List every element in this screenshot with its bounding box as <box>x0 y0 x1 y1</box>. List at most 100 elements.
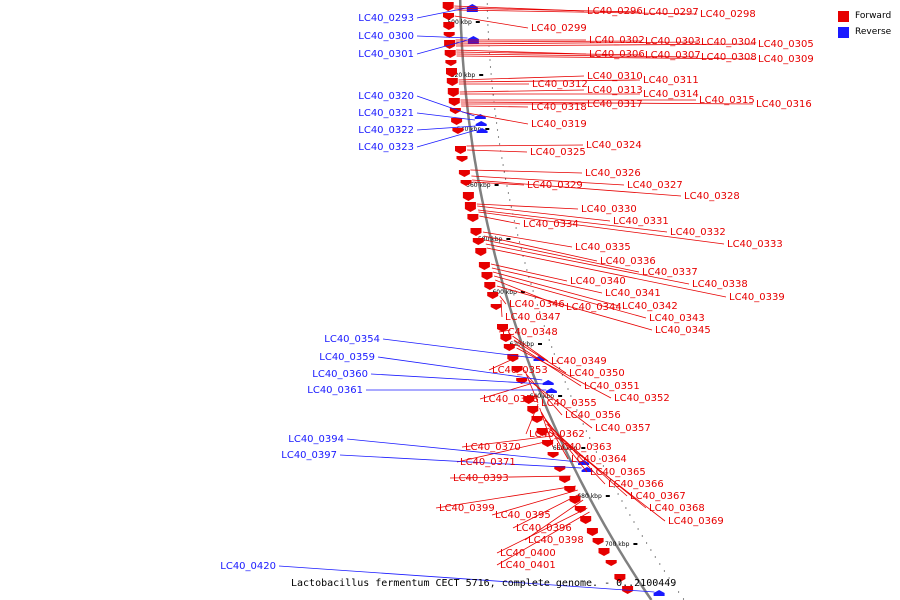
gene-label: LC40_0333 <box>727 239 783 250</box>
gene-label: LC40_0394 <box>288 434 344 445</box>
gene-label: LC40_0316 <box>756 99 812 110</box>
label-leader-line <box>456 53 699 58</box>
gene-label: LC40_0370 <box>465 442 521 453</box>
gene-label: LC40_0299 <box>531 23 587 34</box>
label-leader-line <box>525 403 539 435</box>
guide-dot <box>629 514 631 516</box>
guide-dot <box>499 143 501 145</box>
guide-dot <box>505 178 507 180</box>
gene-label: LC40_0332 <box>670 227 726 238</box>
reverse-gene-arrow <box>653 590 665 596</box>
axis-tick-label: 660 kbp <box>553 445 578 452</box>
reverse-gene-arrow <box>545 388 557 393</box>
gene-label: LC40_0347 <box>505 312 561 323</box>
guide-dot <box>486 3 488 5</box>
guide-dot <box>494 108 496 110</box>
gene-label: LC40_0308 <box>701 52 757 63</box>
label-leader-line <box>486 247 727 298</box>
forward-gene-arrow <box>614 574 626 582</box>
guide-dot <box>488 38 490 40</box>
guide-dot <box>553 353 555 355</box>
legend: Forward Reverse <box>838 8 891 40</box>
reverse-gene-arrow <box>581 467 593 472</box>
gene-label: LC40_0398 <box>528 535 584 546</box>
guide-dot <box>489 66 492 68</box>
guide-dot <box>489 59 491 61</box>
label-leader-line <box>458 75 585 81</box>
label-leader-line <box>435 485 576 509</box>
forward-gene-arrow <box>503 344 515 351</box>
legend-reverse: Reverse <box>838 24 891 40</box>
guide-dot <box>573 402 575 404</box>
reverse-gene-arrow <box>476 128 488 133</box>
guide-dot <box>556 360 558 362</box>
guide-dot <box>536 304 539 306</box>
guide-dot <box>625 507 627 509</box>
gene-label: LC40_0358 <box>483 394 539 405</box>
guide-dot <box>646 542 648 544</box>
forward-gene-arrow <box>443 22 455 30</box>
guide-dot <box>487 31 489 33</box>
label-leader-line <box>485 243 690 285</box>
gene-label: LC40_0361 <box>307 385 363 396</box>
guide-dot <box>487 24 489 26</box>
label-leader-line <box>496 285 653 331</box>
gene-label: LC40_0350 <box>569 368 625 379</box>
label-leader-line <box>416 39 468 55</box>
forward-gene-arrow <box>500 334 512 342</box>
guide-dot <box>501 157 503 159</box>
axis-tick-mark <box>475 21 480 23</box>
guide-dot <box>621 500 623 502</box>
gene-label: LC40_0344 <box>566 302 622 313</box>
forward-gene-arrow <box>443 13 454 20</box>
guide-dot <box>663 570 666 572</box>
label-leader-line <box>496 511 590 566</box>
forward-gene-arrow <box>592 538 604 545</box>
guide-dot <box>496 129 499 131</box>
guide-dot <box>518 241 521 243</box>
gene-label: LC40_0397 <box>281 450 337 461</box>
guide-dot <box>585 430 588 432</box>
gene-label: LC40_0303 <box>645 36 701 47</box>
guide-dot <box>579 416 581 418</box>
gene-label: LC40_0306 <box>589 49 645 60</box>
forward-gene-arrow <box>460 180 472 186</box>
forward-gene-arrow <box>554 466 566 472</box>
guide-dot <box>551 346 553 348</box>
gene-label: LC40_0321 <box>358 108 414 119</box>
forward-gene-arrow <box>467 214 479 222</box>
label-leader-line <box>449 475 571 479</box>
forward-gene-arrow <box>531 416 543 423</box>
label-leader-line <box>466 144 584 147</box>
guide-dot <box>496 122 498 124</box>
guide-dot <box>506 185 508 187</box>
gene-label: LC40_0353 <box>492 365 548 376</box>
guide-dot <box>654 556 656 558</box>
axis-tick-mark <box>633 543 638 545</box>
label-leader-line <box>477 209 668 233</box>
gene-label: LC40_0369 <box>668 516 724 527</box>
guide-dot <box>650 549 652 551</box>
label-leader-line <box>460 101 754 105</box>
forward-gene-arrow <box>605 560 617 566</box>
gene-label: LC40_0336 <box>600 256 656 267</box>
guide-dot <box>543 325 545 327</box>
guide-dot <box>633 521 635 523</box>
label-leader-line <box>456 439 554 463</box>
forward-gene-arrow <box>580 516 592 524</box>
guide-dot <box>524 262 526 264</box>
guide-dot <box>539 311 541 313</box>
forward-gene-arrow <box>523 396 535 404</box>
forward-gene-arrow <box>470 228 482 236</box>
forward-gene-arrow <box>455 146 466 154</box>
forward-gene-arrow <box>464 202 476 212</box>
label-leader-line <box>416 95 475 117</box>
forward-gene-arrow <box>443 32 455 38</box>
label-leader-line <box>455 41 699 45</box>
label-leader-line <box>454 15 529 29</box>
guide-dot <box>548 339 550 341</box>
gene-label: LC40_0326 <box>585 168 641 179</box>
gene-label: LC40_0364 <box>571 454 627 465</box>
guide-dot <box>530 283 532 285</box>
